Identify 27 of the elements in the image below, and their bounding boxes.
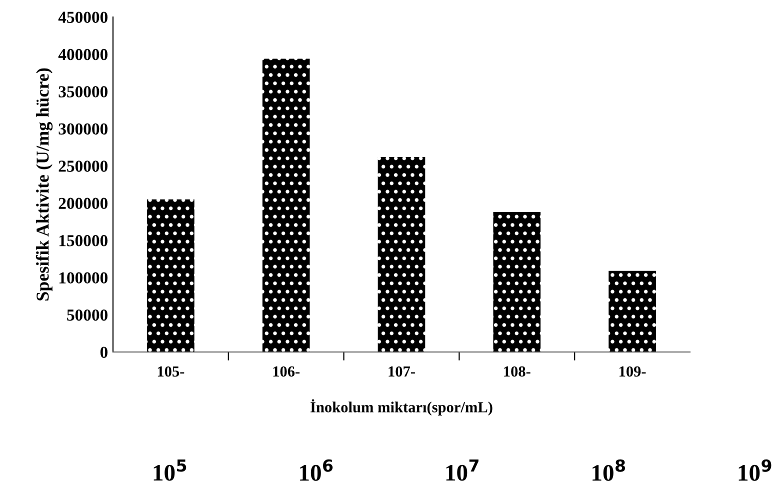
- text: 10$^{5}$: [154, 459, 186, 481]
- text: 10$^{9}$: [738, 459, 772, 481]
- y-tick-label: 300000: [58, 123, 108, 135]
- y-tick-label: 0: [100, 346, 108, 358]
- text: 10$^{6}$: [300, 459, 333, 481]
- y-tick-label: 200000: [58, 198, 108, 210]
- y-tick-label: 350000: [58, 86, 108, 98]
- y-tick-label: 150000: [59, 235, 108, 246]
- y-tick-label: 50000: [67, 309, 108, 321]
- x-tick-label: 106-: [273, 366, 300, 377]
- x-tick-label: 109-: [620, 366, 646, 377]
- x-tick-label: 107-: [388, 366, 415, 377]
- text: 10$^{8}$: [592, 459, 625, 481]
- bar: [493, 212, 541, 352]
- bar: [262, 58, 310, 352]
- y-axis-title: Spesifik Aktivite (U/mg hücre): [36, 68, 53, 300]
- x-tick-label: 105-: [158, 366, 184, 377]
- text: 10$^{7}$: [446, 459, 478, 481]
- bar: [608, 270, 656, 352]
- bar: [378, 156, 426, 352]
- y-tick-label: 450000: [58, 12, 108, 23]
- x-axis-title: İnokolum miktarı(spor/mL): [310, 399, 492, 416]
- y-tick-label: 400000: [58, 48, 108, 60]
- x-tick-label: 108-: [504, 366, 530, 377]
- y-tick-label: 250000: [58, 160, 108, 172]
- bar: [147, 199, 194, 352]
- y-tick-label: 100000: [59, 272, 108, 284]
